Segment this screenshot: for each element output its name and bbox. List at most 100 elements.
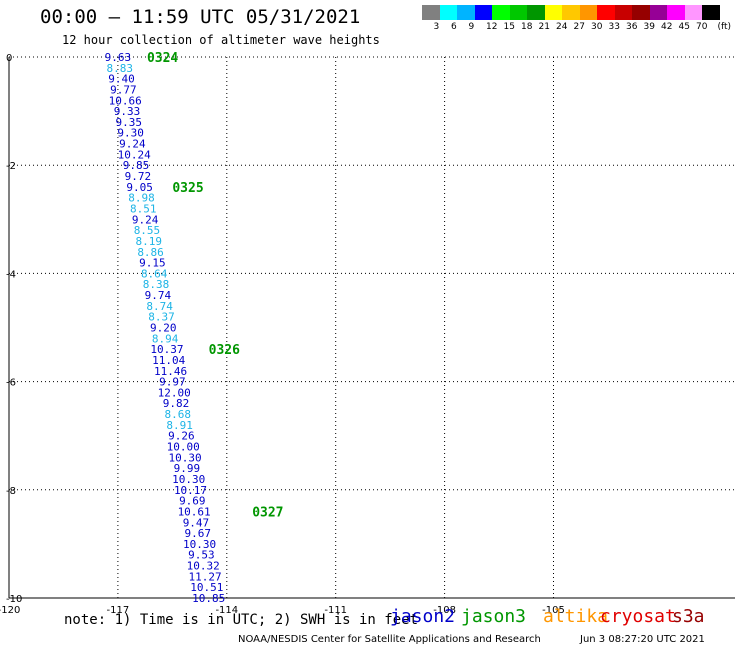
colorbar-label: 45 xyxy=(678,22,690,32)
swh-data-label: 8.94 xyxy=(152,332,179,345)
swh-data-label: 9.40 xyxy=(108,73,135,86)
swh-data-label: 11.27 xyxy=(188,570,221,583)
swh-data-label: 9.53 xyxy=(188,549,215,562)
time-marker-label: 0324 xyxy=(147,51,178,66)
colorbar-label: 15 xyxy=(503,22,515,32)
swh-data-label: 8.64 xyxy=(141,267,168,280)
colorbar-label: 18 xyxy=(521,22,533,32)
x-tick-label: -114 xyxy=(215,605,238,616)
swh-data-label: 8.86 xyxy=(137,246,164,259)
colorbar-swatch xyxy=(422,5,440,20)
swh-data-label: 8.19 xyxy=(136,235,163,248)
swh-data-label: 10.85 xyxy=(192,592,225,605)
swh-data-label: 9.72 xyxy=(125,170,152,183)
colorbar-swatch xyxy=(527,5,545,20)
y-tick-label: -6 xyxy=(6,378,16,389)
swh-data-label: 8.91 xyxy=(166,419,193,432)
swh-data-label: 8.55 xyxy=(134,224,161,237)
swh-data-label: 9.24 xyxy=(119,138,146,151)
colorbar-label: 6 xyxy=(451,22,457,32)
time-marker-label: 0326 xyxy=(209,343,240,358)
swh-data-label: 9.35 xyxy=(116,116,143,129)
x-tick-label: -108 xyxy=(433,605,456,616)
x-tick-label: -120 xyxy=(0,605,20,616)
colorbar-swatch xyxy=(579,5,597,20)
swh-data-label: 10.30 xyxy=(172,473,205,486)
swh-data-label: 10.61 xyxy=(178,505,211,518)
colorbar-swatch xyxy=(562,5,580,20)
colorbar-swatch xyxy=(544,5,562,20)
swh-data-label: 9.99 xyxy=(174,462,201,475)
colorbar-swatch xyxy=(492,5,510,20)
swh-data-label: 10.00 xyxy=(167,441,200,454)
colorbar-label: 21 xyxy=(538,22,550,32)
swh-data-label: 9.05 xyxy=(126,181,153,194)
colorbar-swatch xyxy=(509,5,527,20)
swh-data-label: 10.66 xyxy=(109,94,142,107)
y-tick-label: -2 xyxy=(6,161,16,172)
swh-data-label: 8.98 xyxy=(128,192,155,205)
legend-s3a: s3a xyxy=(672,606,705,627)
swh-data-label: 10.32 xyxy=(187,560,220,573)
colorbar-label: 70 xyxy=(696,22,708,32)
swh-data-label: 9.69 xyxy=(179,495,206,508)
swh-data-label: 10.30 xyxy=(183,538,216,551)
colorbar-swatch xyxy=(597,5,615,20)
colorbar-label: 27 xyxy=(573,22,585,32)
y-tick-label: -10 xyxy=(6,594,22,605)
y-tick-label: 0 xyxy=(6,53,12,64)
colorbar-label: 33 xyxy=(608,22,620,32)
time-marker-label: 0325 xyxy=(172,181,203,196)
colorbar-label: 39 xyxy=(643,22,655,32)
footnote: note: 1) Time is in UTC; 2) SWH is in fe… xyxy=(64,612,419,628)
x-tick-label: -105 xyxy=(542,605,565,616)
x-tick-label: -111 xyxy=(324,605,347,616)
swh-data-label: 9.82 xyxy=(163,397,190,410)
generated-timestamp: Jun 3 08:27:20 UTC 2021 xyxy=(580,634,705,645)
swh-data-label: 9.97 xyxy=(159,376,186,389)
swh-data-label: 9.30 xyxy=(117,127,144,140)
swh-data-label: 9.74 xyxy=(145,289,172,302)
colorbar-swatch xyxy=(457,5,475,20)
swh-data-label: 9.85 xyxy=(123,159,150,172)
swh-data-label: 9.15 xyxy=(139,257,166,270)
y-tick-label: -8 xyxy=(6,486,16,497)
source-credit: NOAA/NESDIS Center for Satellite Applica… xyxy=(238,634,541,645)
colorbar-swatch xyxy=(439,5,457,20)
chart-subtitle: 12 hour collection of altimeter wave hei… xyxy=(62,33,380,47)
colorbar-label: 9 xyxy=(468,22,475,32)
legend-cryosat: cryosat xyxy=(600,606,676,627)
swh-data-label: 9.77 xyxy=(110,83,137,96)
swh-data-label: 8.37 xyxy=(148,311,175,324)
colorbar-swatch xyxy=(632,5,650,20)
colorbar-swatch xyxy=(649,5,667,20)
swh-data-label: 10.17 xyxy=(174,484,207,497)
x-tick-label: -117 xyxy=(107,605,130,616)
swh-data-label: 9.63 xyxy=(105,51,132,64)
swh-data-label: 8.51 xyxy=(130,202,157,215)
legend-jason3: jason3 xyxy=(461,606,527,627)
time-marker-label: 0327 xyxy=(252,505,283,520)
colorbar-swatch xyxy=(702,5,720,20)
swh-data-label: 10.37 xyxy=(150,343,183,356)
swh-data-label: 12.00 xyxy=(158,386,191,399)
colorbar-label: (ft) xyxy=(717,22,732,32)
y-tick-label: -4 xyxy=(6,269,16,280)
swh-data-label: 9.24 xyxy=(132,213,159,226)
colorbar-label: 42 xyxy=(661,22,673,32)
swh-data-label: 10.24 xyxy=(118,148,151,161)
swh-data-label: 11.46 xyxy=(154,365,187,378)
swh-data-label: 10.51 xyxy=(190,581,223,594)
swh-data-label: 9.47 xyxy=(183,516,210,529)
swh-data-label: 8.74 xyxy=(146,300,173,313)
swh-data-label: 9.26 xyxy=(168,430,195,443)
swh-data-label: 8.38 xyxy=(143,278,170,291)
swh-data-label: 9.20 xyxy=(150,322,177,335)
swh-data-label: 10.30 xyxy=(168,451,201,464)
colorbar-swatch xyxy=(667,5,685,20)
swh-data-label: 11.04 xyxy=(152,354,185,367)
colorbar-swatch xyxy=(684,5,702,20)
colorbar-label: 12 xyxy=(486,22,498,32)
swh-data-label: 8.83 xyxy=(106,62,133,75)
